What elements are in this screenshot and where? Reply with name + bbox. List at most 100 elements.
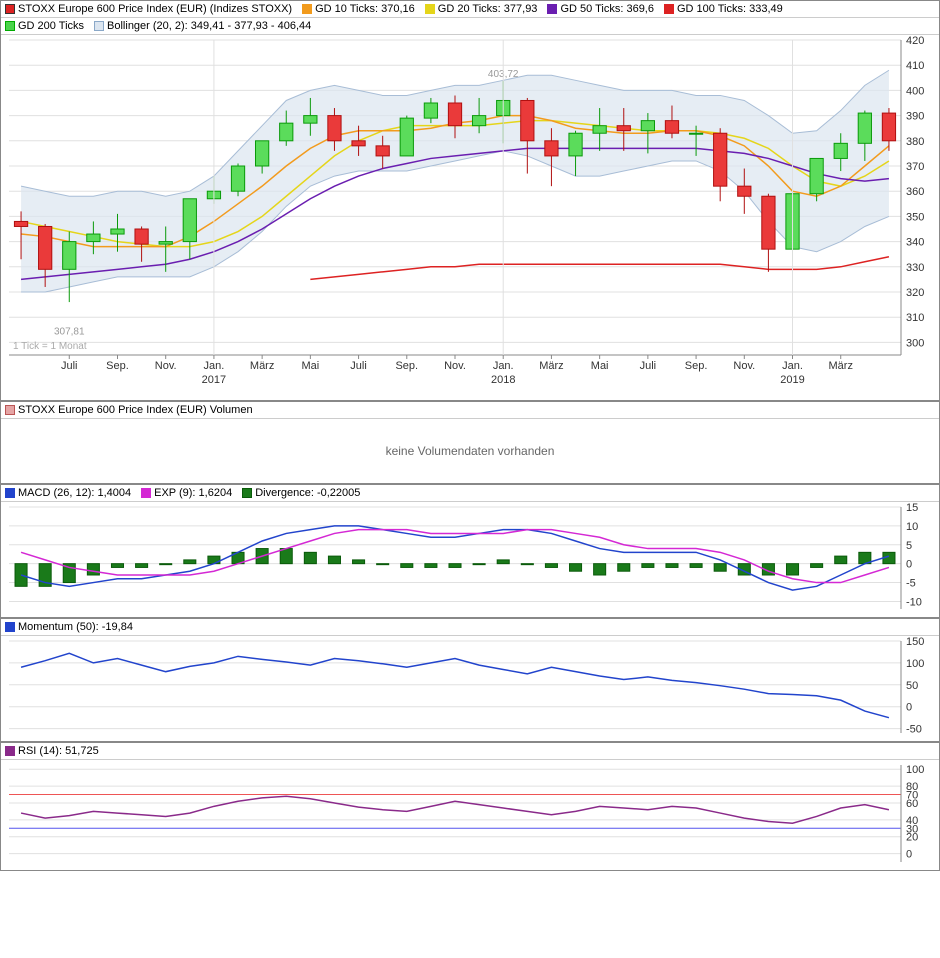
legend-rsi-label: RSI (14): 51,725 <box>18 745 99 757</box>
price-chart-body[interactable]: 3003103203303403503603703803904004104203… <box>1 35 939 400</box>
legend-div: Divergence: -0,22005 <box>242 487 360 499</box>
volume-panel: STOXX Europe 600 Price Index (EUR) Volum… <box>0 401 940 484</box>
macd-body[interactable]: -10 -5 0 5 10 15 <box>1 502 939 617</box>
svg-text:-5: -5 <box>906 578 916 590</box>
svg-text:2018: 2018 <box>491 374 515 386</box>
legend-momentum-label: Momentum (50): -19,84 <box>18 621 133 633</box>
line-swatch-icon <box>425 4 435 14</box>
legend-exp-label: EXP (9): 1,6204 <box>154 487 232 499</box>
svg-text:Mai: Mai <box>591 360 609 372</box>
svg-text:0: 0 <box>906 559 912 571</box>
macd-legend: MACD (26, 12): 1,4004 EXP (9): 1,6204 Di… <box>1 485 939 502</box>
legend-exp: EXP (9): 1,6204 <box>141 487 232 499</box>
square-swatch-icon <box>242 488 252 498</box>
svg-text:15: 15 <box>906 502 918 514</box>
svg-text:307,81: 307,81 <box>54 327 85 338</box>
legend-price: STOXX Europe 600 Price Index (EUR) (Indi… <box>5 3 292 15</box>
line-swatch-icon <box>5 488 15 498</box>
legend-gd100-label: GD 100 Ticks: 333,49 <box>677 3 783 15</box>
momentum-legend: Momentum (50): -19,84 <box>1 619 939 636</box>
svg-text:420: 420 <box>906 35 924 47</box>
svg-text:340: 340 <box>906 237 924 249</box>
svg-text:100: 100 <box>906 764 924 776</box>
svg-text:Sep.: Sep. <box>395 360 418 372</box>
svg-text:-50: -50 <box>906 724 922 736</box>
legend-gd20-label: GD 20 Ticks: 377,93 <box>438 3 538 15</box>
rsi-svg: 0204060801007030 <box>1 760 939 870</box>
legend-macd-label: MACD (26, 12): 1,4004 <box>18 487 131 499</box>
line-swatch-icon <box>5 622 15 632</box>
svg-text:30: 30 <box>906 823 918 835</box>
svg-text:2017: 2017 <box>202 374 226 386</box>
legend-gd100: GD 100 Ticks: 333,49 <box>664 3 783 15</box>
svg-text:360: 360 <box>906 186 924 198</box>
svg-text:320: 320 <box>906 287 924 299</box>
legend-macd: MACD (26, 12): 1,4004 <box>5 487 131 499</box>
price-legend-row2: GD 200 Ticks Bollinger (20, 2): 349,41 -… <box>1 18 939 35</box>
line-swatch-icon <box>5 746 15 756</box>
candle-icon <box>5 4 15 14</box>
price-chart-panel: STOXX Europe 600 Price Index (EUR) (Indi… <box>0 0 940 401</box>
legend-volume: STOXX Europe 600 Price Index (EUR) Volum… <box>5 404 253 416</box>
svg-text:Nov.: Nov. <box>444 360 466 372</box>
momentum-body[interactable]: -50 0 50 100 150 <box>1 636 939 741</box>
svg-text:5: 5 <box>906 540 912 552</box>
svg-text:Jan.: Jan. <box>493 360 514 372</box>
legend-momentum: Momentum (50): -19,84 <box>5 621 133 633</box>
svg-text:410: 410 <box>906 60 924 72</box>
svg-text:150: 150 <box>906 636 924 648</box>
square-swatch-icon <box>94 21 104 31</box>
macd-panel: MACD (26, 12): 1,4004 EXP (9): 1,6204 Di… <box>0 484 940 618</box>
line-swatch-icon <box>302 4 312 14</box>
svg-text:Jan.: Jan. <box>204 360 225 372</box>
price-svg: 3003103203303403503603703803904004104203… <box>1 35 939 400</box>
line-swatch-icon <box>141 488 151 498</box>
svg-text:Nov.: Nov. <box>155 360 177 372</box>
rsi-body[interactable]: 0204060801007030 <box>1 760 939 870</box>
legend-boll-label: Bollinger (20, 2): 349,41 - 377,93 - 406… <box>107 20 311 32</box>
square-swatch-icon <box>5 405 15 415</box>
legend-gd200: GD 200 Ticks <box>5 20 84 32</box>
svg-text:Jan.: Jan. <box>782 360 803 372</box>
svg-text:330: 330 <box>906 262 924 274</box>
legend-boll: Bollinger (20, 2): 349,41 - 377,93 - 406… <box>94 20 311 32</box>
svg-text:300: 300 <box>906 337 924 349</box>
momentum-panel: Momentum (50): -19,84 -50 0 50 100 150 <box>0 618 940 742</box>
svg-text:Nov.: Nov. <box>733 360 755 372</box>
svg-text:März: März <box>250 360 274 372</box>
svg-text:370: 370 <box>906 161 924 173</box>
svg-text:Sep.: Sep. <box>106 360 129 372</box>
legend-gd10-label: GD 10 Ticks: 370,16 <box>315 3 415 15</box>
svg-text:0: 0 <box>906 702 912 714</box>
legend-gd20: GD 20 Ticks: 377,93 <box>425 3 538 15</box>
svg-text:Juli: Juli <box>640 360 657 372</box>
svg-text:März: März <box>539 360 563 372</box>
svg-text:50: 50 <box>906 680 918 692</box>
svg-text:2019: 2019 <box>780 374 804 386</box>
macd-svg: -10 -5 0 5 10 15 <box>1 502 939 617</box>
line-swatch-icon <box>547 4 557 14</box>
svg-text:-10: -10 <box>906 596 922 608</box>
svg-text:100: 100 <box>906 658 924 670</box>
svg-text:0: 0 <box>906 849 912 861</box>
volume-empty-message: keine Volumendaten vorhanden <box>1 419 939 483</box>
rsi-panel: RSI (14): 51,725 0204060801007030 <box>0 742 940 871</box>
svg-text:310: 310 <box>906 312 924 324</box>
svg-text:10: 10 <box>906 521 918 533</box>
svg-text:380: 380 <box>906 136 924 148</box>
line-swatch-icon <box>664 4 674 14</box>
legend-div-label: Divergence: -0,22005 <box>255 487 360 499</box>
svg-text:Sep.: Sep. <box>685 360 708 372</box>
legend-rsi: RSI (14): 51,725 <box>5 745 99 757</box>
svg-text:390: 390 <box>906 111 924 123</box>
rsi-legend: RSI (14): 51,725 <box>1 743 939 760</box>
price-legend: STOXX Europe 600 Price Index (EUR) (Indi… <box>1 1 939 18</box>
legend-gd200-label: GD 200 Ticks <box>18 20 84 32</box>
volume-legend: STOXX Europe 600 Price Index (EUR) Volum… <box>1 402 939 419</box>
momentum-svg: -50 0 50 100 150 <box>1 636 939 741</box>
svg-text:400: 400 <box>906 85 924 97</box>
legend-gd50: GD 50 Ticks: 369,6 <box>547 3 654 15</box>
legend-price-label: STOXX Europe 600 Price Index (EUR) (Indi… <box>18 3 292 15</box>
legend-gd50-label: GD 50 Ticks: 369,6 <box>560 3 654 15</box>
square-swatch-icon <box>5 21 15 31</box>
